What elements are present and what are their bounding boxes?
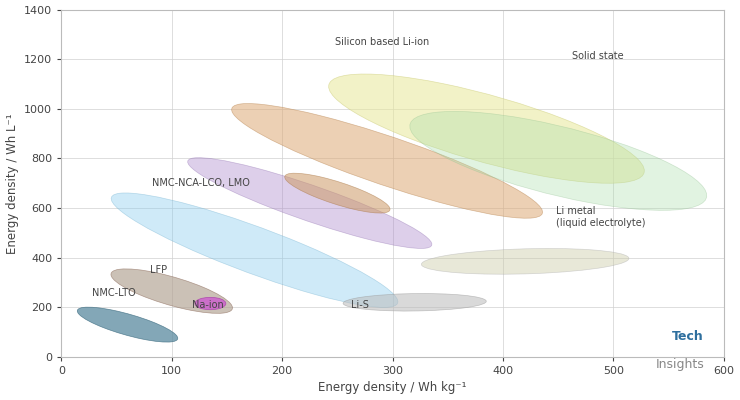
Text: Na-ion: Na-ion — [192, 300, 223, 310]
Text: Li metal
(liquid electrolyte): Li metal (liquid electrolyte) — [556, 206, 645, 228]
Ellipse shape — [285, 173, 390, 213]
Text: LFP: LFP — [149, 265, 166, 275]
Ellipse shape — [111, 193, 398, 308]
Text: Solid state: Solid state — [571, 51, 623, 61]
X-axis label: Energy density / Wh kg⁻¹: Energy density / Wh kg⁻¹ — [318, 382, 467, 394]
Ellipse shape — [410, 112, 707, 210]
Ellipse shape — [111, 269, 232, 313]
Text: Tech: Tech — [673, 330, 704, 343]
Y-axis label: Energy density / Wh L⁻¹: Energy density / Wh L⁻¹ — [6, 113, 18, 254]
Text: Insights: Insights — [656, 358, 704, 371]
Ellipse shape — [188, 158, 432, 248]
Text: NMC-NCA-LCO, LMO: NMC-NCA-LCO, LMO — [152, 178, 249, 188]
Text: Li-S: Li-S — [351, 300, 369, 310]
Ellipse shape — [329, 74, 645, 183]
Ellipse shape — [232, 104, 542, 218]
Text: Silicon based Li-ion: Silicon based Li-ion — [335, 37, 429, 47]
Ellipse shape — [343, 294, 486, 311]
Ellipse shape — [195, 297, 226, 310]
Text: NMC-LTO: NMC-LTO — [92, 288, 136, 298]
Ellipse shape — [421, 248, 629, 274]
Ellipse shape — [77, 307, 178, 342]
